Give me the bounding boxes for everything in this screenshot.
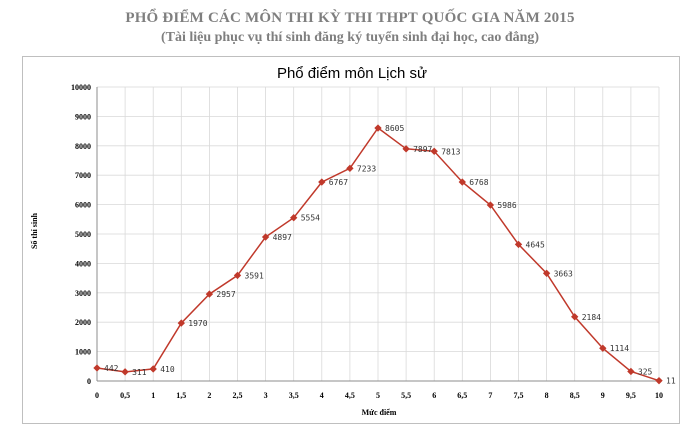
data-point: [205, 290, 214, 298]
data-label: 4897: [273, 233, 292, 242]
x-tick-label: 9: [601, 391, 605, 400]
x-tick-label: 7: [488, 391, 492, 400]
data-point: [346, 164, 354, 173]
data-labels: 442 311 410 1970 2957 3591 4897 5554 6767 7233 860…: [104, 124, 676, 386]
data-label: 410: [160, 365, 175, 374]
data-label: 7233: [357, 164, 376, 173]
x-tick-label: 5,5: [401, 391, 411, 400]
data-point: [374, 124, 382, 132]
x-tick-label: 4,5: [345, 391, 355, 400]
data-point: [430, 147, 438, 155]
chart-container: Phổ điểm môn Lịch sử 0 1000 2000 3000 4000 50…: [22, 56, 680, 424]
x-tick-label: 2,5: [233, 391, 243, 400]
x-tick-label: 1,5: [176, 391, 186, 400]
x-tick-label: 9,5: [626, 391, 636, 400]
data-point: [121, 368, 129, 376]
x-tick-label: 0: [95, 391, 99, 400]
x-axis-label: Mức điểm: [362, 408, 397, 417]
data-label: 325: [638, 367, 653, 376]
y-tick-label: 3000: [75, 289, 91, 298]
x-tick-label: 2: [207, 391, 211, 400]
data-point: [542, 269, 551, 277]
data-point: [290, 214, 298, 222]
data-label: 2957: [216, 290, 235, 299]
y-axis: 0 1000 2000 3000 4000 5000 6000 7000 8000 9000 100…: [71, 83, 91, 386]
x-tick-label: 6: [432, 391, 436, 400]
data-point: [233, 271, 242, 280]
y-tick-label: 7000: [75, 171, 91, 180]
data-label: 4645: [526, 240, 545, 249]
x-tick-label: 7,5: [514, 391, 524, 400]
line-chart: Phổ điểm môn Lịch sử 0100020003000400050…: [30, 65, 676, 417]
data-point: [599, 344, 607, 352]
x-tick-label: 1: [151, 391, 155, 400]
y-tick-label: 2000: [75, 318, 91, 327]
data-points: [93, 124, 663, 385]
data-label: 7897: [413, 145, 432, 154]
data-point: [177, 319, 185, 327]
y-tick-label: 1000: [75, 348, 91, 357]
data-label: 442: [104, 364, 119, 373]
y-tick-label: 9000: [75, 112, 91, 121]
data-label: 311: [132, 368, 147, 377]
y-axis-label: Số thí sinh: [30, 212, 39, 249]
y-tick-label: 6000: [75, 201, 91, 210]
data-label: 11: [666, 377, 676, 386]
x-tick-label: 10: [655, 391, 663, 400]
data-point: [655, 376, 663, 385]
y-tick-label: 4000: [75, 259, 91, 268]
data-label: 1114: [610, 344, 629, 353]
y-tick-label: 10000: [71, 83, 91, 92]
data-label: 3591: [245, 271, 264, 280]
data-point: [627, 367, 635, 376]
data-label: 6768: [469, 178, 488, 187]
y-tick-label: 5000: [75, 230, 91, 239]
x-tick-label: 6,5: [457, 391, 467, 400]
page-subheading: (Tài liệu phục vụ thí sinh đăng ký tuyển…: [160, 30, 540, 45]
x-tick-label: 8: [545, 391, 549, 400]
data-label: 5986: [497, 201, 516, 210]
chart-title: Phổ điểm môn Lịch sử: [277, 65, 427, 82]
data-point: [402, 145, 410, 153]
page-heading: PHỔ ĐIỂM CÁC MÔN THI KỲ THI THPT QUỐC GI…: [125, 10, 575, 26]
x-tick-label: 3: [264, 391, 268, 400]
data-point: [93, 364, 101, 372]
data-label: 1970: [188, 319, 207, 328]
x-tick-label: 3,5: [289, 391, 299, 400]
data-label: 8605: [385, 124, 404, 133]
data-label: 6767: [329, 178, 348, 187]
data-label: 2184: [582, 313, 601, 322]
x-tick-label: 8,5: [570, 391, 580, 400]
x-tick-label: 4: [320, 391, 324, 400]
data-label: 7813: [441, 147, 460, 156]
data-label: 5554: [301, 214, 320, 223]
data-point: [149, 365, 157, 373]
x-tick-label: 5: [376, 391, 380, 400]
x-axis: 0 0,5 1 1,5 2 2,5 3 3,5 4 4,5 5 5,5 6 6,5 7 7,5 8 8,5 9 9,5…: [95, 391, 663, 400]
x-tick-label: 0,5: [120, 391, 130, 400]
y-tick-label: 8000: [75, 142, 91, 151]
y-tick-label: 0: [87, 377, 91, 386]
data-label: 3663: [554, 269, 573, 278]
data-point: [571, 313, 579, 321]
